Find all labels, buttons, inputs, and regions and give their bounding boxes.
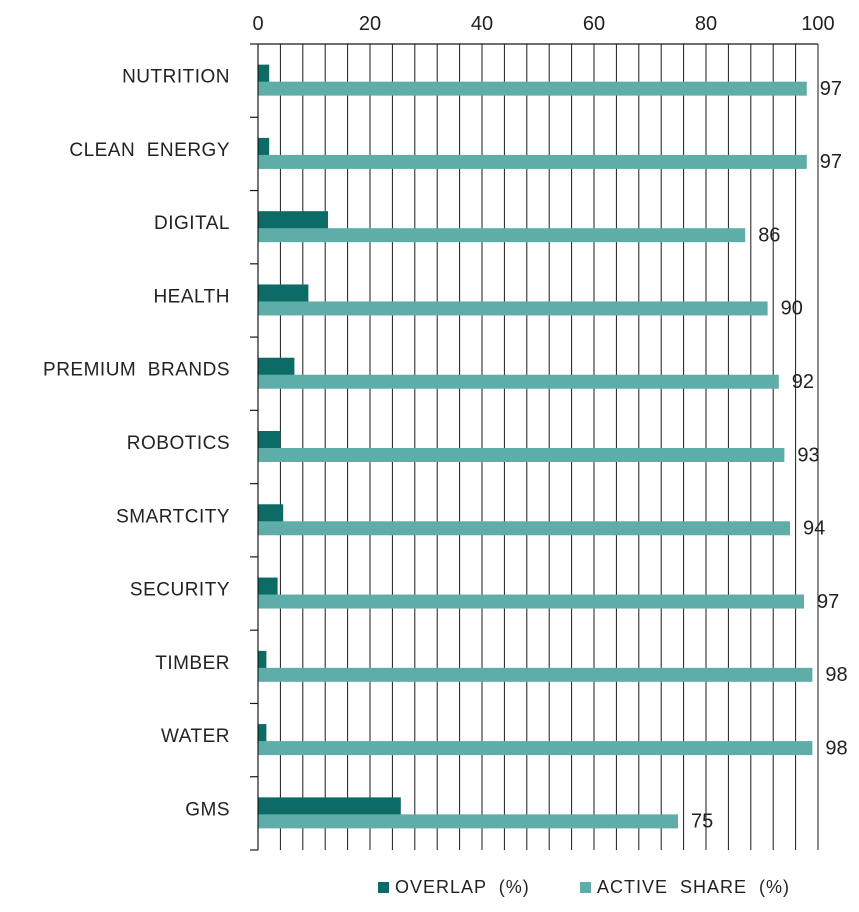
x-tick-label: 20: [359, 13, 381, 35]
active-share-bar: [258, 228, 746, 243]
category-label: DIGITAL: [154, 213, 230, 234]
x-tick-label: 80: [695, 13, 717, 35]
legend-swatch: [378, 882, 389, 893]
overlap-bar: [258, 431, 281, 449]
category-label: WATER: [161, 726, 230, 747]
active-share-data-label: 75: [691, 811, 713, 833]
category-label: SMARTCITY: [116, 506, 230, 527]
category-label: CLEAN ENERGY: [69, 140, 230, 161]
active-share-data-label: 86: [758, 224, 780, 246]
category-label: ROBOTICS: [127, 433, 230, 454]
active-share-bar: [258, 374, 779, 389]
overlap-bar: [258, 797, 401, 816]
overlap-bar: [258, 577, 278, 596]
category-label: HEALTH: [153, 286, 230, 307]
overlap-bar: [258, 211, 328, 230]
overlap-bar: [258, 284, 309, 303]
legend-label: ACTIVE SHARE (%): [597, 877, 790, 897]
active-share-bar: [258, 154, 807, 169]
category-label: SECURITY: [130, 580, 230, 601]
active-share-data-label: 98: [825, 664, 847, 686]
active-share-data-label: 97: [820, 78, 842, 100]
active-share-bar: [258, 448, 785, 462]
active-share-bar: [258, 667, 813, 682]
active-share-data-label: 90: [781, 298, 803, 320]
x-tick-label: 40: [471, 13, 493, 35]
category-label: NUTRITION: [122, 67, 230, 88]
overlap-bar: [258, 504, 284, 523]
active-share-data-label: 94: [803, 518, 825, 540]
x-tick-label: 0: [252, 13, 263, 35]
active-share-bar: [258, 741, 813, 756]
active-share-bar: [258, 521, 790, 536]
legend-swatch: [580, 882, 591, 893]
active-share-bar: [258, 594, 804, 609]
active-share-data-label: 93: [797, 444, 819, 466]
active-share-bar: [258, 814, 678, 829]
legend-label: OVERLAP (%): [395, 877, 530, 897]
active-share-data-label: 92: [792, 371, 814, 393]
active-share-data-label: 98: [825, 737, 847, 759]
grid: [257, 44, 819, 850]
x-tick-label: 100: [801, 13, 834, 35]
category-label: GMS: [185, 799, 230, 820]
active-share-bar: [258, 81, 807, 96]
labels: NUTRITION 97 CLEAN ENERGY 97 DIGITAL 86 HEALTH…: [43, 67, 848, 833]
active-share-bar: [258, 301, 768, 316]
x-tick-label: 60: [583, 13, 605, 35]
axes: 0 20 40 60 80 100: [250, 13, 835, 851]
overlap-bar: [258, 64, 270, 83]
legend: OVERLAP (%) ACTIVE SHARE (%): [378, 877, 790, 897]
active-share-data-label: 97: [817, 591, 839, 613]
active-share-data-label: 97: [820, 151, 842, 173]
bars: [258, 64, 813, 829]
category-label: PREMIUM BRANDS: [43, 360, 230, 381]
overlap-bar: [258, 137, 270, 156]
overlap-bar: [258, 357, 295, 376]
overlap-bar: [258, 724, 267, 743]
overlap-bar: [258, 650, 267, 669]
category-label: TIMBER: [155, 653, 230, 674]
